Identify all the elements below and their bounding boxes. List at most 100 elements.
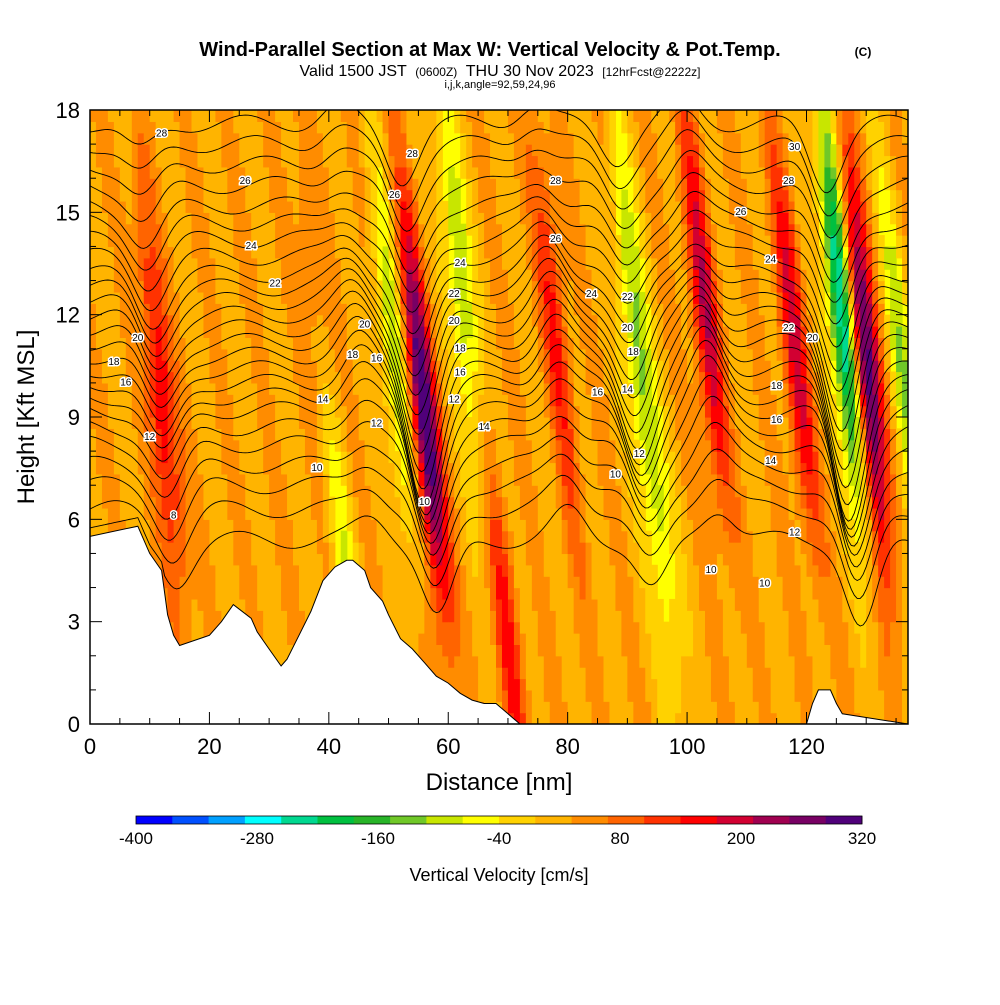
velocity-cell bbox=[179, 166, 187, 339]
velocity-cell bbox=[824, 110, 831, 134]
velocity-cell bbox=[854, 246, 861, 304]
velocity-cell bbox=[782, 110, 790, 134]
velocity-cell bbox=[555, 473, 563, 509]
velocity-cell bbox=[507, 303, 515, 441]
velocity-cell bbox=[113, 110, 121, 168]
velocity-cell bbox=[872, 451, 879, 475]
velocity-cell bbox=[513, 348, 521, 486]
terrain-mask bbox=[90, 525, 908, 724]
velocity-cell bbox=[770, 257, 778, 293]
velocity-cell bbox=[603, 519, 611, 702]
velocity-cell bbox=[496, 564, 503, 600]
velocity-cell bbox=[531, 610, 539, 724]
velocity-cell bbox=[472, 371, 479, 577]
velocity-cell bbox=[263, 348, 270, 475]
velocity-cell bbox=[890, 428, 897, 475]
velocity-cell bbox=[639, 587, 646, 668]
velocity-cell bbox=[412, 428, 419, 441]
velocity-cell bbox=[519, 712, 527, 724]
velocity-cell bbox=[836, 371, 843, 384]
velocity-cell bbox=[812, 519, 820, 566]
velocity-cell bbox=[245, 110, 252, 213]
velocity-cell bbox=[651, 110, 658, 134]
velocity-cell bbox=[687, 519, 694, 611]
velocity-cell bbox=[155, 428, 163, 475]
velocity-cell bbox=[836, 257, 843, 327]
velocity-cell bbox=[501, 530, 509, 555]
velocity-cell bbox=[394, 496, 402, 702]
velocity-cell bbox=[537, 110, 545, 122]
velocity-cell bbox=[466, 542, 473, 611]
velocity-cell bbox=[884, 428, 891, 589]
velocity-cell bbox=[651, 257, 658, 316]
velocity-cell bbox=[800, 553, 808, 611]
velocity-cell bbox=[615, 610, 622, 724]
velocity-cell bbox=[842, 405, 849, 429]
colorbar-tick-label: -160 bbox=[361, 829, 395, 848]
velocity-cell bbox=[394, 337, 402, 418]
velocity-cell bbox=[704, 110, 712, 179]
velocity-cell bbox=[788, 655, 796, 724]
velocity-cell bbox=[442, 473, 449, 498]
velocity-cell bbox=[418, 439, 425, 452]
velocity-cell bbox=[842, 269, 849, 293]
velocity-cell bbox=[161, 212, 169, 259]
velocity-cell bbox=[890, 189, 897, 225]
velocity-cell bbox=[734, 542, 742, 611]
velocity-cell bbox=[519, 678, 527, 714]
contour-label: 10 bbox=[759, 579, 771, 590]
velocity-cell bbox=[227, 110, 234, 213]
grid-indices-line: i,j,k,angle=92,59,24,96 bbox=[444, 79, 555, 91]
contour-label: 16 bbox=[371, 354, 383, 365]
velocity-cell bbox=[215, 428, 222, 611]
velocity-cell bbox=[854, 371, 861, 384]
velocity-cell bbox=[860, 178, 867, 202]
velocity-cell bbox=[555, 405, 563, 441]
velocity-cell bbox=[800, 348, 808, 384]
velocity-cell bbox=[537, 530, 545, 657]
velocity-cell bbox=[239, 166, 246, 304]
velocity-cell bbox=[501, 576, 509, 668]
velocity-cell bbox=[639, 394, 646, 441]
velocity-cell bbox=[657, 303, 664, 361]
velocity-cell bbox=[448, 405, 455, 464]
velocity-cell bbox=[507, 598, 515, 623]
contour-label: 20 bbox=[132, 333, 144, 344]
velocity-cell bbox=[860, 110, 867, 134]
velocity-cell bbox=[430, 303, 437, 339]
velocity-cell bbox=[728, 223, 736, 384]
velocity-cell bbox=[788, 178, 796, 202]
velocity-cell bbox=[478, 280, 485, 395]
colorbar-segment bbox=[716, 816, 754, 824]
velocity-cell bbox=[878, 280, 885, 304]
colorbar-segment bbox=[353, 816, 391, 824]
velocity-cell bbox=[555, 655, 563, 724]
velocity-cell bbox=[794, 314, 802, 407]
velocity-cell bbox=[340, 451, 348, 486]
velocity-cell bbox=[860, 667, 867, 724]
velocity-cell bbox=[854, 189, 861, 213]
velocity-cell bbox=[836, 144, 843, 168]
colorbar-segment bbox=[825, 816, 863, 824]
velocity-cell bbox=[227, 212, 234, 395]
velocity-cell bbox=[543, 417, 551, 577]
velocity-cell bbox=[860, 223, 867, 248]
velocity-cell bbox=[854, 212, 861, 248]
colorbar-segment bbox=[136, 816, 173, 824]
velocity-cell bbox=[699, 189, 706, 213]
velocity-cell bbox=[734, 132, 742, 270]
velocity-cell bbox=[340, 121, 348, 304]
velocity-cell bbox=[860, 428, 867, 441]
velocity-cell bbox=[854, 132, 861, 168]
velocity-cell bbox=[161, 519, 169, 589]
contour-label: 18 bbox=[628, 347, 640, 358]
velocity-cell bbox=[424, 337, 431, 350]
isentrope-line bbox=[90, 270, 908, 432]
velocity-cell bbox=[627, 110, 634, 134]
velocity-cell bbox=[466, 110, 473, 122]
velocity-cell bbox=[537, 291, 545, 339]
velocity-cell bbox=[436, 542, 443, 566]
velocity-cell bbox=[293, 110, 300, 122]
velocity-cell bbox=[382, 348, 390, 407]
